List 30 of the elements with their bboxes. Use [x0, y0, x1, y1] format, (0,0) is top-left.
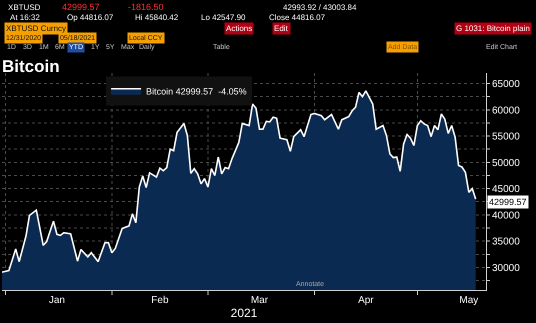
text: G 1031: Bitcoin plain — [456, 24, 530, 33]
text: -1816.50 — [128, 2, 164, 12]
y-tick-label: 35000 — [492, 236, 520, 248]
y-tick-label: 50000 — [492, 158, 520, 169]
x-tick-label: Feb — [151, 295, 169, 306]
text: XBTUSD Curncy — [6, 24, 66, 33]
y-tick-label: 40000 — [492, 210, 520, 222]
text: Close 44816.07 — [269, 13, 326, 22]
x-tick-label: Apr — [358, 295, 374, 306]
text: At 16:32 — [10, 13, 40, 22]
text: Op 44816.07 — [67, 13, 114, 22]
x-tick-label: Mar — [250, 295, 269, 306]
x-tick-label: Jan — [48, 295, 65, 306]
y-tick-label: 65000 — [492, 79, 520, 90]
y-tick-label: 45000 — [492, 184, 520, 196]
annotation: 42999.57 — [489, 197, 527, 207]
text: 42993.92 / 43003.84 — [283, 3, 357, 12]
y-tick-label: 30000 — [492, 262, 520, 274]
x-tick-label: May — [459, 295, 478, 306]
text: Lo 42547.90 — [201, 13, 246, 22]
y-tick-label: 55000 — [492, 132, 520, 143]
x-axis-title: 2021 — [230, 306, 258, 320]
chart-title: Bitcoin — [2, 56, 60, 76]
legend-label: Bitcoin 42999.57 -4.05% — [146, 86, 247, 96]
y-tick-label: 60000 — [492, 105, 520, 116]
text: XBTUSD — [8, 3, 41, 12]
text: 42999.57 — [62, 2, 100, 12]
text: Actions — [226, 24, 252, 33]
text: Edit — [274, 24, 289, 33]
text: Hi 45840.42 — [135, 13, 179, 22]
